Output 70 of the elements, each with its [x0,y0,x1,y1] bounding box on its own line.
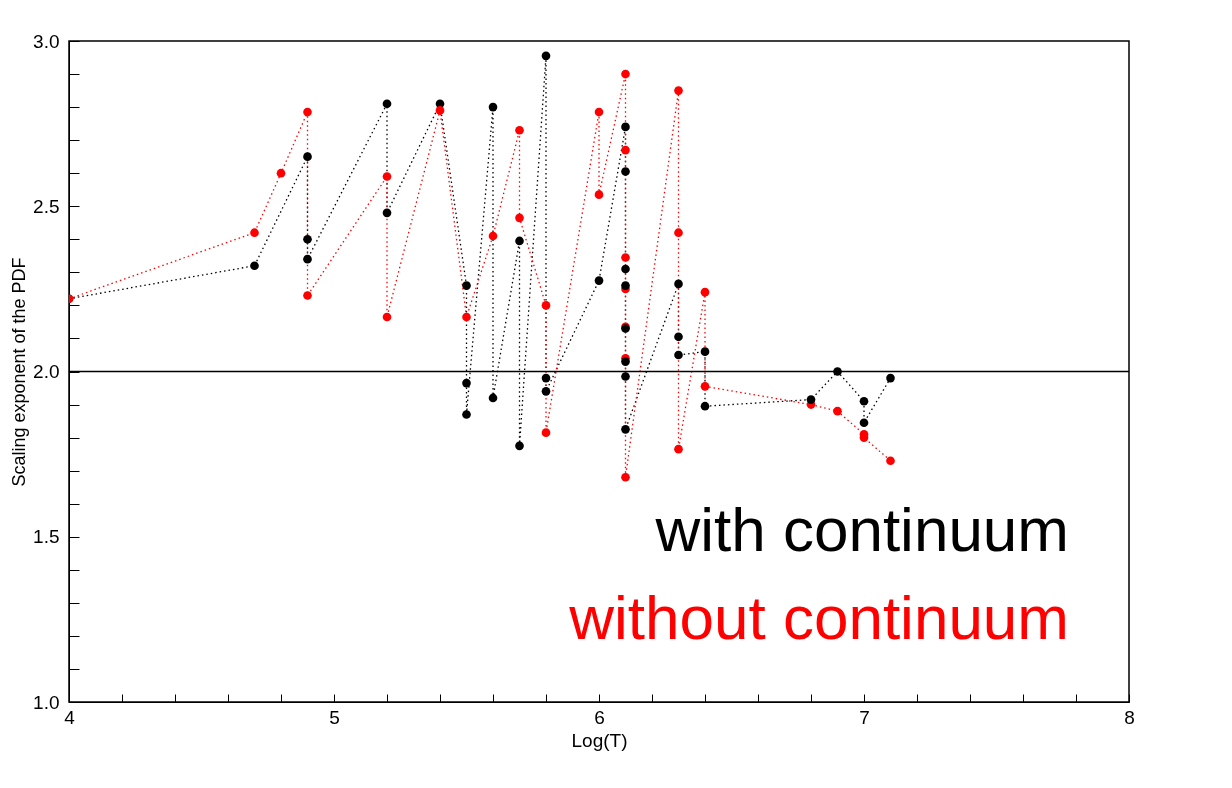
point [833,406,842,416]
point [674,86,683,95]
point [488,102,498,112]
point [674,350,683,360]
y-tick-label: 1.0 [33,691,60,713]
x-tick-label: 5 [329,706,340,728]
point [621,253,630,262]
x-tick-label: 6 [594,706,605,728]
point [462,312,471,322]
point [435,106,445,115]
point [515,441,524,451]
point [541,51,551,61]
point [303,291,312,300]
point [886,456,895,466]
point [621,472,630,482]
point [303,152,312,161]
point [674,279,683,289]
point [515,125,524,135]
point [382,208,392,218]
point [700,382,710,391]
point [621,281,630,290]
x-tick-label: 4 [64,706,76,728]
point [621,357,630,366]
point [462,410,471,419]
point [621,69,630,79]
point [674,228,683,238]
point [674,444,683,454]
point [859,396,869,406]
point [700,347,710,356]
point [250,261,259,271]
point [541,301,551,310]
point [276,168,286,178]
point [594,190,604,199]
x-tick-label: 7 [859,706,870,728]
point [303,107,312,117]
point [541,428,551,437]
point [303,254,312,264]
point [621,167,630,176]
point [515,213,524,223]
point [674,332,683,342]
point [462,378,471,388]
point [594,276,604,285]
y-tick-label: 1.5 [33,526,60,548]
point [621,264,630,274]
point [806,395,816,404]
point [621,425,630,434]
point [515,236,524,246]
point [541,373,551,383]
point [700,401,710,411]
y-tick-label: 2.0 [33,361,60,382]
point [382,172,392,181]
point [621,122,630,132]
point [621,372,630,381]
point [621,145,630,155]
point [303,234,312,244]
point [462,281,471,290]
y-tick-label: 3.0 [33,30,60,52]
point [488,393,498,403]
series-label: with continuum [654,495,1069,564]
y-axis-title: Scaling exponent of the PDF [9,257,30,487]
point [859,418,869,428]
x-tick-label: 8 [1124,706,1135,728]
x-axis-title: Log(T) [571,729,628,751]
y-tick-label: 2.5 [33,195,60,217]
point [886,373,895,383]
series-label: without continuum [568,583,1069,652]
point [700,287,710,297]
point [250,228,259,238]
point [382,99,392,109]
point [541,387,551,396]
